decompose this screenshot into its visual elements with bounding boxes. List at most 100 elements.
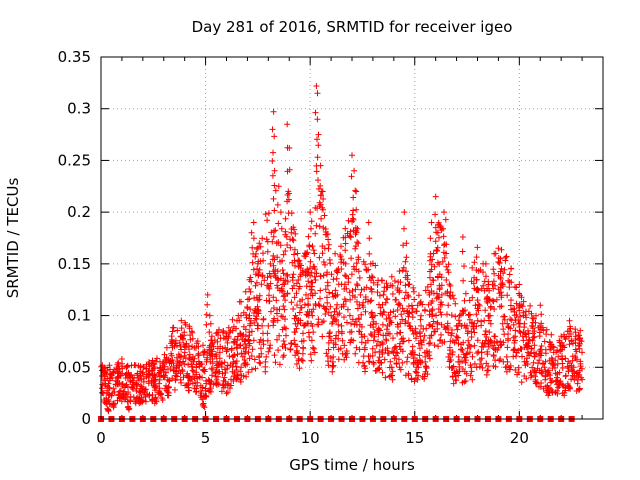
data-point xyxy=(419,301,426,308)
data-point xyxy=(516,328,523,335)
data-point-track xyxy=(484,285,490,292)
data-point xyxy=(468,328,475,335)
data-point xyxy=(263,236,270,243)
data-point-track xyxy=(226,353,233,360)
data-point-track xyxy=(295,285,302,292)
data-point xyxy=(362,308,369,315)
data-point xyxy=(362,296,369,303)
data-point xyxy=(353,260,360,267)
data-point xyxy=(296,365,303,372)
data-point xyxy=(529,364,536,371)
data-point-outlier xyxy=(290,271,297,278)
data-point-track xyxy=(125,406,132,413)
data-point xyxy=(256,240,263,247)
data-point xyxy=(427,322,434,329)
data-point-track xyxy=(292,320,299,327)
data-point-track xyxy=(322,306,329,312)
data-point xyxy=(383,326,390,333)
data-point-track xyxy=(355,254,362,261)
data-point xyxy=(406,322,413,329)
data-point-track xyxy=(431,263,438,270)
data-point-track xyxy=(160,368,167,375)
data-point xyxy=(356,274,363,281)
data-point-outlier xyxy=(445,302,452,309)
data-point-outlier xyxy=(497,255,504,262)
data-point-outlier xyxy=(248,229,255,236)
data-point xyxy=(448,312,455,319)
data-point-outlier xyxy=(169,338,176,345)
data-point xyxy=(291,251,297,258)
data-point-track xyxy=(426,311,433,318)
data-point xyxy=(108,392,115,399)
data-point xyxy=(353,344,360,351)
data-point-track xyxy=(445,329,452,336)
data-point xyxy=(261,277,268,284)
data-point xyxy=(510,321,517,328)
data-point-track xyxy=(270,195,277,202)
data-point xyxy=(185,361,192,368)
data-point-outlier xyxy=(213,369,219,376)
data-point-track xyxy=(289,259,296,266)
data-point xyxy=(400,264,407,271)
data-point xyxy=(501,266,508,273)
data-point-outlier xyxy=(392,343,399,350)
data-point-track xyxy=(253,316,260,323)
data-point xyxy=(259,235,266,242)
data-point xyxy=(387,358,394,365)
data-point xyxy=(181,329,188,336)
data-point-track xyxy=(498,303,505,310)
data-point xyxy=(418,312,424,319)
data-point-track xyxy=(443,263,450,270)
data-point xyxy=(523,344,530,351)
data-point xyxy=(375,365,382,372)
data-point xyxy=(123,371,130,378)
data-point xyxy=(325,236,332,243)
data-point xyxy=(498,265,505,272)
data-point xyxy=(479,364,486,371)
data-point-track xyxy=(274,268,281,275)
data-point xyxy=(346,289,353,296)
data-point-outlier xyxy=(303,291,309,298)
data-point xyxy=(307,265,313,272)
data-point-outlier xyxy=(380,291,387,298)
data-point-track xyxy=(500,313,507,320)
data-point xyxy=(246,295,253,302)
data-point-track xyxy=(349,215,356,222)
data-point-track xyxy=(320,224,327,231)
data-point xyxy=(427,257,434,264)
data-point xyxy=(424,350,431,357)
data-point xyxy=(163,354,170,361)
data-point-outlier xyxy=(300,322,307,329)
data-point xyxy=(293,325,300,332)
data-point xyxy=(255,258,262,265)
data-point xyxy=(125,383,131,390)
data-point xyxy=(369,345,376,352)
data-point xyxy=(497,338,504,345)
data-point xyxy=(274,317,281,324)
data-point-outlier xyxy=(413,364,420,371)
data-point-track xyxy=(334,311,341,318)
data-point xyxy=(279,326,286,333)
data-point-track xyxy=(271,207,278,214)
data-point xyxy=(396,268,403,275)
data-point-outlier xyxy=(388,364,395,371)
data-point xyxy=(456,312,463,319)
data-point xyxy=(394,307,401,313)
data-point xyxy=(303,283,310,290)
data-point-track xyxy=(550,361,557,367)
data-point-track xyxy=(570,368,577,375)
data-point-track xyxy=(224,339,231,346)
data-point xyxy=(194,338,201,345)
data-point-track xyxy=(435,306,442,312)
data-point xyxy=(182,319,188,326)
data-point xyxy=(221,359,228,366)
data-point xyxy=(110,385,117,392)
data-point xyxy=(260,250,266,257)
data-point-track xyxy=(322,286,329,293)
data-point-outlier xyxy=(434,229,441,236)
data-point xyxy=(538,326,545,333)
data-point-track xyxy=(348,320,354,327)
data-point-outlier xyxy=(275,183,282,190)
data-point-outlier xyxy=(269,126,276,133)
data-point-track xyxy=(529,337,536,344)
